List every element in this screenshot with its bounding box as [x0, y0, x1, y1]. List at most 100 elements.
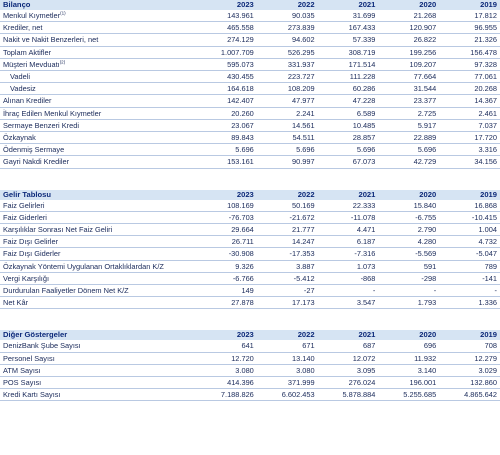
row-label: Menkul Kıymetler(1)	[0, 10, 196, 23]
table-row: Menkul Kıymetler(1) 143.961 90.035 31.699 21…	[0, 10, 500, 23]
cell-value: 142.407	[196, 94, 257, 108]
cell-value: 671	[256, 340, 318, 353]
year-header: 2019	[439, 330, 500, 341]
row-label: İhraç Edilen Menkul Kıymetler	[0, 107, 196, 120]
table-row: DenizBank Şube Sayısı 641 671 687 696 708	[0, 340, 500, 353]
cell-value: 1.007.709	[196, 46, 257, 59]
year-header: 2023	[196, 189, 257, 200]
row-label: POS Sayısı	[0, 376, 196, 390]
cell-value: 27.878	[196, 296, 257, 310]
row-label-text: Karşılıklar Sonrası Net Faiz Geliri	[3, 225, 113, 235]
year-header: 2022	[256, 330, 318, 341]
row-label-text: Faiz Dışı Giderler	[3, 249, 61, 259]
cell-value: 789	[439, 260, 500, 273]
year-header: 2020	[378, 189, 440, 200]
row-label-text: Personel Sayısı	[3, 353, 55, 363]
table-row: ATM Sayısı 3.080 3.080 3.095 3.140 3.029	[0, 364, 500, 378]
cell-value: 223.727	[256, 70, 318, 84]
year-header: 2020	[378, 330, 440, 341]
cell-value: 12.720	[196, 352, 257, 365]
cell-value: 276.024	[317, 376, 379, 390]
table-header-row: Diğer Göstergeler 2023 2022 2021 2020 2019	[0, 330, 500, 341]
cell-value: -5.047	[439, 247, 500, 261]
table-row: Ödenmiş Sermaye 5.696 5.696 5.696 5.696 3.316	[0, 143, 500, 157]
table-row: Sermaye Benzeri Kredi 23.067 14.561 10.485 5…	[0, 119, 500, 133]
cell-value: 60.286	[317, 82, 379, 96]
cell-value: 17.720	[439, 131, 500, 145]
year-header: 2021	[317, 0, 379, 10]
footnote-marker: (1)	[60, 10, 66, 16]
cell-value: 3.029	[439, 364, 500, 378]
cell-value: 465.558	[196, 21, 257, 35]
row-label: Ödenmiş Sermaye	[0, 143, 196, 157]
cell-value: 1.793	[378, 296, 440, 310]
cell-value: 6.602.453	[256, 388, 318, 402]
cell-value: 4.471	[317, 223, 379, 237]
cell-value: 3.547	[317, 296, 379, 310]
table-row: İhraç Edilen Menkul Kıymetler 20.260 2.241…	[0, 107, 500, 120]
cell-value: 1.336	[439, 296, 500, 310]
row-label-text: Menkul Kıymetler	[3, 11, 61, 20]
row-label-text: Vergi Karşılığı	[3, 273, 50, 283]
cell-value: 371.999	[256, 376, 318, 390]
cell-value: 1.073	[317, 260, 379, 273]
row-label-text: Gayri Nakdi Krediler	[3, 157, 70, 167]
row-label-text: Nakit ve Nakit Benzerleri, net	[3, 35, 99, 45]
table-row: Kredi Kartı Sayısı 7.188.826 6.602.453 5.87…	[0, 388, 500, 402]
year-header: 2022	[256, 189, 318, 200]
cell-value: 96.955	[439, 21, 500, 35]
row-label-text: Özkaynak	[3, 133, 36, 143]
cell-value: 5.696	[256, 143, 318, 157]
cell-value: 15.840	[378, 199, 440, 212]
row-label-text: Özkaynak Yöntemi Uygulanan Ortaklıklarda…	[3, 261, 164, 271]
row-label-text: DenizBank Şube Sayısı	[3, 341, 81, 351]
cell-value: 430.455	[196, 70, 257, 84]
year-header: 2021	[317, 189, 379, 200]
table-row: Özkaynak 89.843 54.511 28.857 22.889 17.720	[0, 131, 500, 145]
cell-value: 3.316	[439, 143, 500, 157]
row-label-text: POS Sayısı	[3, 378, 42, 388]
cell-value: 109.207	[378, 58, 440, 72]
table-row: Vergi Karşılığı -6.766 -5.412 -868 -298 -141	[0, 272, 500, 286]
cell-value: -17.353	[256, 247, 318, 261]
cell-value: 7.037	[439, 119, 500, 133]
table-header-row: Bilanço 2023 2022 2021 2020 2019	[0, 0, 500, 10]
cell-value: -11.078	[317, 211, 379, 225]
cell-value: 26.822	[378, 33, 440, 47]
table-row: Durdurulan Faaliyetler Dönem Net K/Z 149-…	[0, 284, 500, 298]
cell-value: 2.790	[378, 223, 440, 237]
row-label: Net Kâr	[0, 296, 196, 310]
cell-value: 3.080	[256, 364, 318, 378]
table-row: Özkaynak Yöntemi Uygulanan Ortaklıklarda…	[0, 260, 500, 273]
cell-value: 164.618	[196, 82, 257, 96]
year-header: 2019	[439, 0, 500, 10]
cell-value: 3.080	[196, 364, 257, 378]
row-label-text: Faiz Giderleri	[3, 212, 47, 222]
cell-value: 20.260	[196, 107, 257, 120]
table-row: Müşteri Mevduatı(2) 595.073 331.937 171.514…	[0, 58, 500, 72]
cell-value: 89.843	[196, 131, 257, 145]
cell-value: 591	[378, 260, 440, 273]
section-gap	[0, 309, 500, 330]
cell-value: 143.961	[196, 10, 257, 23]
cell-value: 111.228	[317, 70, 379, 84]
row-label-text: Alınan Krediler	[3, 96, 52, 106]
row-label-text: Vadesiz	[10, 84, 36, 94]
table-row: Vadesiz 164.618 108.209 60.286 31.544 20.268	[0, 82, 500, 96]
cell-value: 526.295	[256, 46, 318, 59]
cell-value: -	[317, 284, 379, 298]
year-header: 2020	[378, 0, 440, 10]
cell-value: -868	[317, 272, 379, 286]
row-label-text: Sermaye Benzeri Kredi	[3, 120, 79, 130]
cell-value: 34.156	[439, 155, 500, 169]
cell-value: 167.433	[317, 21, 379, 35]
cell-value: 3.140	[378, 364, 440, 378]
cell-value: 22.889	[378, 131, 440, 145]
row-label-text: Durdurulan Faaliyetler Dönem Net K/Z	[3, 286, 129, 296]
cell-value: 94.602	[256, 33, 318, 47]
table-row: Alınan Krediler 142.407 47.977 47.228 23.377…	[0, 94, 500, 108]
footnote-marker: (2)	[59, 59, 66, 65]
year-header: 2023	[196, 0, 257, 10]
cell-value: 14.367	[439, 94, 500, 108]
